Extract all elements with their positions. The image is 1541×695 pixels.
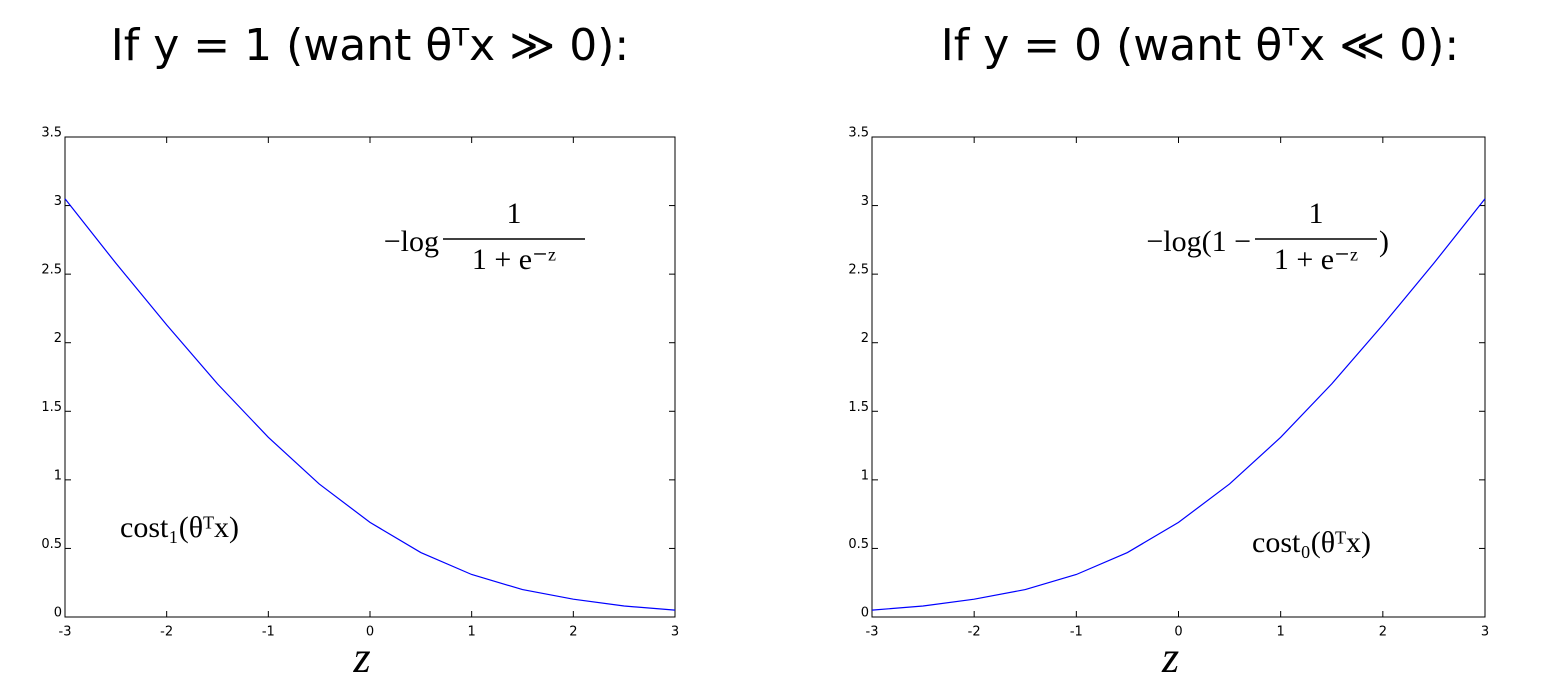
y-tick-label: 2: [54, 331, 62, 346]
y-tick-label: 2.5: [41, 263, 62, 278]
plot-box: [64, 136, 676, 618]
y-tick-label: 1.5: [848, 400, 869, 415]
x-tick-label: 2: [1379, 625, 1387, 640]
formula-numerator: 1: [507, 197, 522, 230]
x-tick-label: -2: [160, 625, 173, 640]
y-tick-label: 3: [54, 194, 62, 209]
x-tick-label: -1: [1070, 625, 1083, 640]
x-tick-label: -1: [262, 625, 275, 640]
curve: [64, 198, 676, 611]
y-tick-label: 0.5: [848, 537, 869, 552]
formula-lead: −log(1 −: [1146, 225, 1251, 258]
y-tick-label: 0.5: [41, 537, 62, 552]
x-tick-label: -3: [59, 625, 72, 640]
y-tick-label: 1.5: [41, 400, 62, 415]
y-tick-label: 2: [861, 331, 869, 346]
y-tick-label: 3: [861, 194, 869, 209]
x-axis-label: z: [352, 633, 370, 682]
formula-numerator: 1: [1309, 197, 1324, 230]
y-tick-label: 1: [861, 468, 869, 483]
y-tick-label: 3.5: [41, 126, 62, 141]
chart-title: If y = 1 (want θᵀx ≫ 0):: [111, 20, 629, 71]
curve: [871, 198, 1486, 611]
x-tick-label: -2: [968, 625, 981, 640]
chart-title: If y = 0 (want θᵀx ≪ 0):: [941, 20, 1459, 71]
plot-box: [871, 136, 1486, 618]
cost-label: cost₁(θᵀx): [120, 511, 239, 544]
x-tick-label: 0: [366, 625, 374, 640]
x-tick-label: 3: [671, 625, 679, 640]
y-tick-label: 1: [54, 468, 62, 483]
formula-denominator: 1 + e⁻ᶻ: [472, 243, 556, 276]
x-tick-label: -3: [866, 625, 879, 640]
y-tick-label: 0: [54, 606, 62, 621]
x-tick-label: 0: [1174, 625, 1182, 640]
y-tick-label: 3.5: [848, 126, 869, 141]
formula-tail: ): [1379, 225, 1389, 258]
formula-lead: −log: [384, 225, 439, 258]
x-axis-label: z: [1161, 633, 1179, 682]
formula-denominator: 1 + e⁻ᶻ: [1274, 243, 1358, 276]
y-tick-label: 2.5: [848, 263, 869, 278]
x-tick-label: 3: [1481, 625, 1489, 640]
y-tick-label: 0: [861, 606, 869, 621]
x-tick-label: 2: [569, 625, 577, 640]
x-tick-label: 1: [468, 625, 476, 640]
cost-label: cost₀(θᵀx): [1252, 526, 1371, 559]
x-tick-label: 1: [1277, 625, 1285, 640]
